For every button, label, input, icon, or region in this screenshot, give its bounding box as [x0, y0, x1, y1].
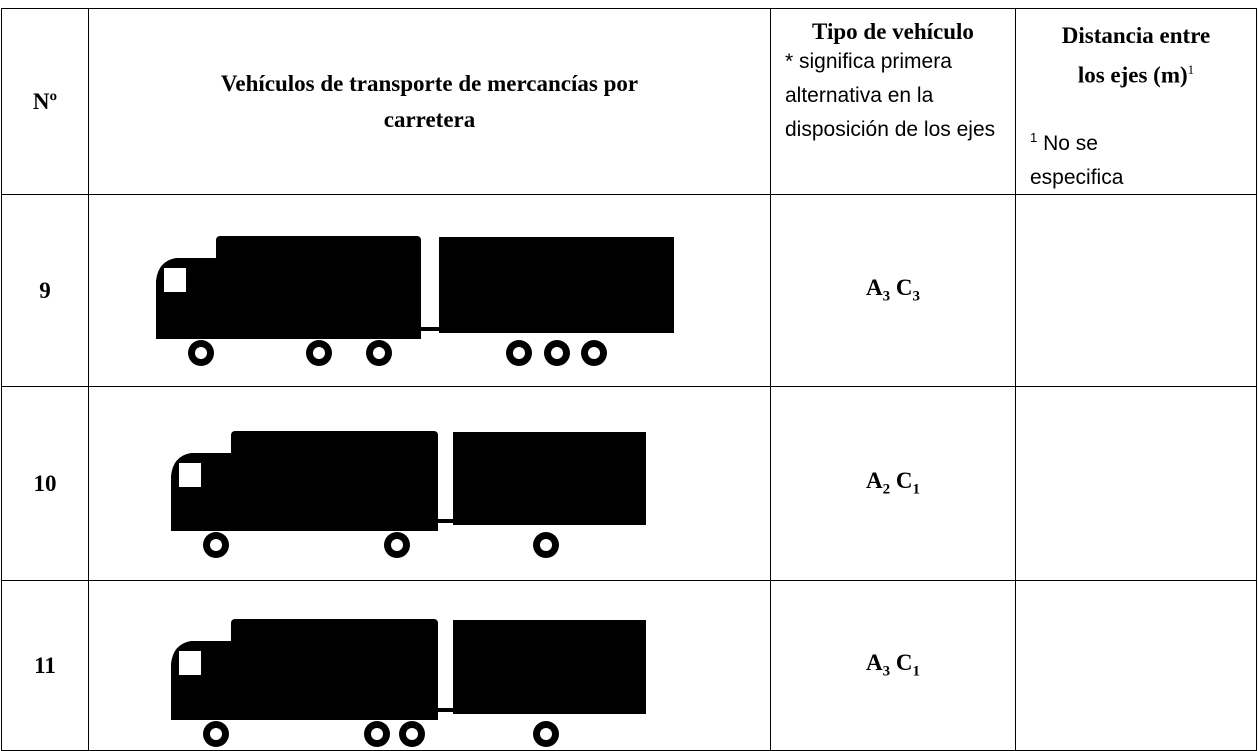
header-vehicles-cell: Vehículos de transporte de mercancías po…: [88, 8, 771, 195]
type-letter: C: [895, 650, 913, 676]
wheel-hub: [588, 347, 600, 359]
type-cell: A2 C1: [770, 386, 1016, 581]
vehicle-drawing: [171, 431, 646, 558]
type-letter: A: [866, 468, 883, 494]
cab-window: [164, 268, 186, 292]
hitch: [438, 519, 453, 523]
truck: [156, 236, 674, 366]
header-distance-cell: Distancia entre los ejes (m)1 1 No se es…: [1015, 8, 1257, 195]
footnote-text: No se especifica cuando: [1030, 131, 1124, 189]
chassis: [171, 521, 438, 531]
row-number: 11: [34, 652, 56, 678]
header-type-title: Tipo de vehículo: [812, 19, 974, 44]
trailer-body: [439, 237, 674, 333]
vehicle-type: A2 C1: [866, 468, 920, 499]
type-sub: 3: [912, 288, 921, 305]
chassis: [171, 710, 438, 720]
hitch: [438, 708, 453, 712]
header-type-cell: Tipo de vehículo * significa primera alt…: [770, 8, 1016, 195]
type-letter: A: [866, 275, 883, 301]
type-sub: 1: [912, 663, 921, 680]
truck-body: [216, 236, 421, 333]
vehicle-cell: [88, 194, 771, 387]
cab-window: [179, 463, 201, 487]
row-number: 10: [33, 470, 57, 496]
type-letter: A: [866, 650, 883, 676]
type-letter: C: [895, 275, 913, 301]
wheel-hub: [540, 728, 552, 740]
header-type-note: * significa primera alternativa en la di…: [785, 50, 996, 141]
distance-cell: [1015, 194, 1257, 387]
distance-cell: [1015, 386, 1257, 581]
number-cell: 9: [1, 194, 89, 387]
trailer-body: [453, 620, 646, 714]
header-footnote: 1 No se especifica cuando: [1016, 121, 1190, 194]
truck-body: [231, 431, 438, 525]
wheel-hub: [313, 347, 325, 359]
chassis: [156, 329, 421, 339]
header-vehicles: Vehículos de transporte de mercancías po…: [220, 70, 639, 132]
header-number: Nº: [32, 88, 58, 114]
trailer-body: [453, 432, 646, 525]
type-letter: C: [895, 468, 913, 494]
vehicle-drawing: [171, 619, 646, 747]
wheel-hub: [513, 347, 525, 359]
vehicle-cell: [88, 580, 771, 751]
header-distance-title: Distancia entre los ejes (m): [1061, 23, 1211, 88]
wheel-hub: [406, 728, 418, 740]
cab-window: [179, 651, 201, 675]
vehicle-type: A3 C1: [866, 650, 920, 681]
truck: [171, 619, 646, 747]
footnote-mark: 1: [1030, 129, 1038, 145]
type-cell: A3 C3: [770, 194, 1016, 387]
wheel-hub: [551, 347, 563, 359]
type-cell: A3 C1: [770, 580, 1016, 751]
hitch: [421, 327, 439, 331]
vehicle-drawing: [156, 236, 674, 366]
number-cell: 11: [1, 580, 89, 751]
truck-body: [231, 619, 438, 714]
type-sub: 1: [912, 481, 921, 498]
truck: [171, 431, 646, 558]
wheel-hub: [210, 728, 222, 740]
wheel-hub: [210, 539, 222, 551]
header-distance: Distancia entre los ejes (m)1: [1016, 19, 1256, 93]
wheel-hub: [195, 347, 207, 359]
type-sub: 3: [882, 288, 891, 305]
wheel-hub: [371, 728, 383, 740]
wheel-hub: [373, 347, 385, 359]
row-number: 9: [39, 277, 51, 303]
number-cell: 10: [1, 386, 89, 581]
header-number-cell: Nº: [1, 8, 89, 195]
type-sub: 3: [882, 663, 891, 680]
vehicle-type: A3 C3: [866, 275, 920, 306]
wheel-hub: [391, 539, 403, 551]
vehicle-cell: [88, 386, 771, 581]
header-distance-mark: 1: [1187, 62, 1195, 77]
distance-cell: [1015, 580, 1257, 751]
wheel-hub: [540, 539, 552, 551]
type-sub: 2: [882, 481, 891, 498]
